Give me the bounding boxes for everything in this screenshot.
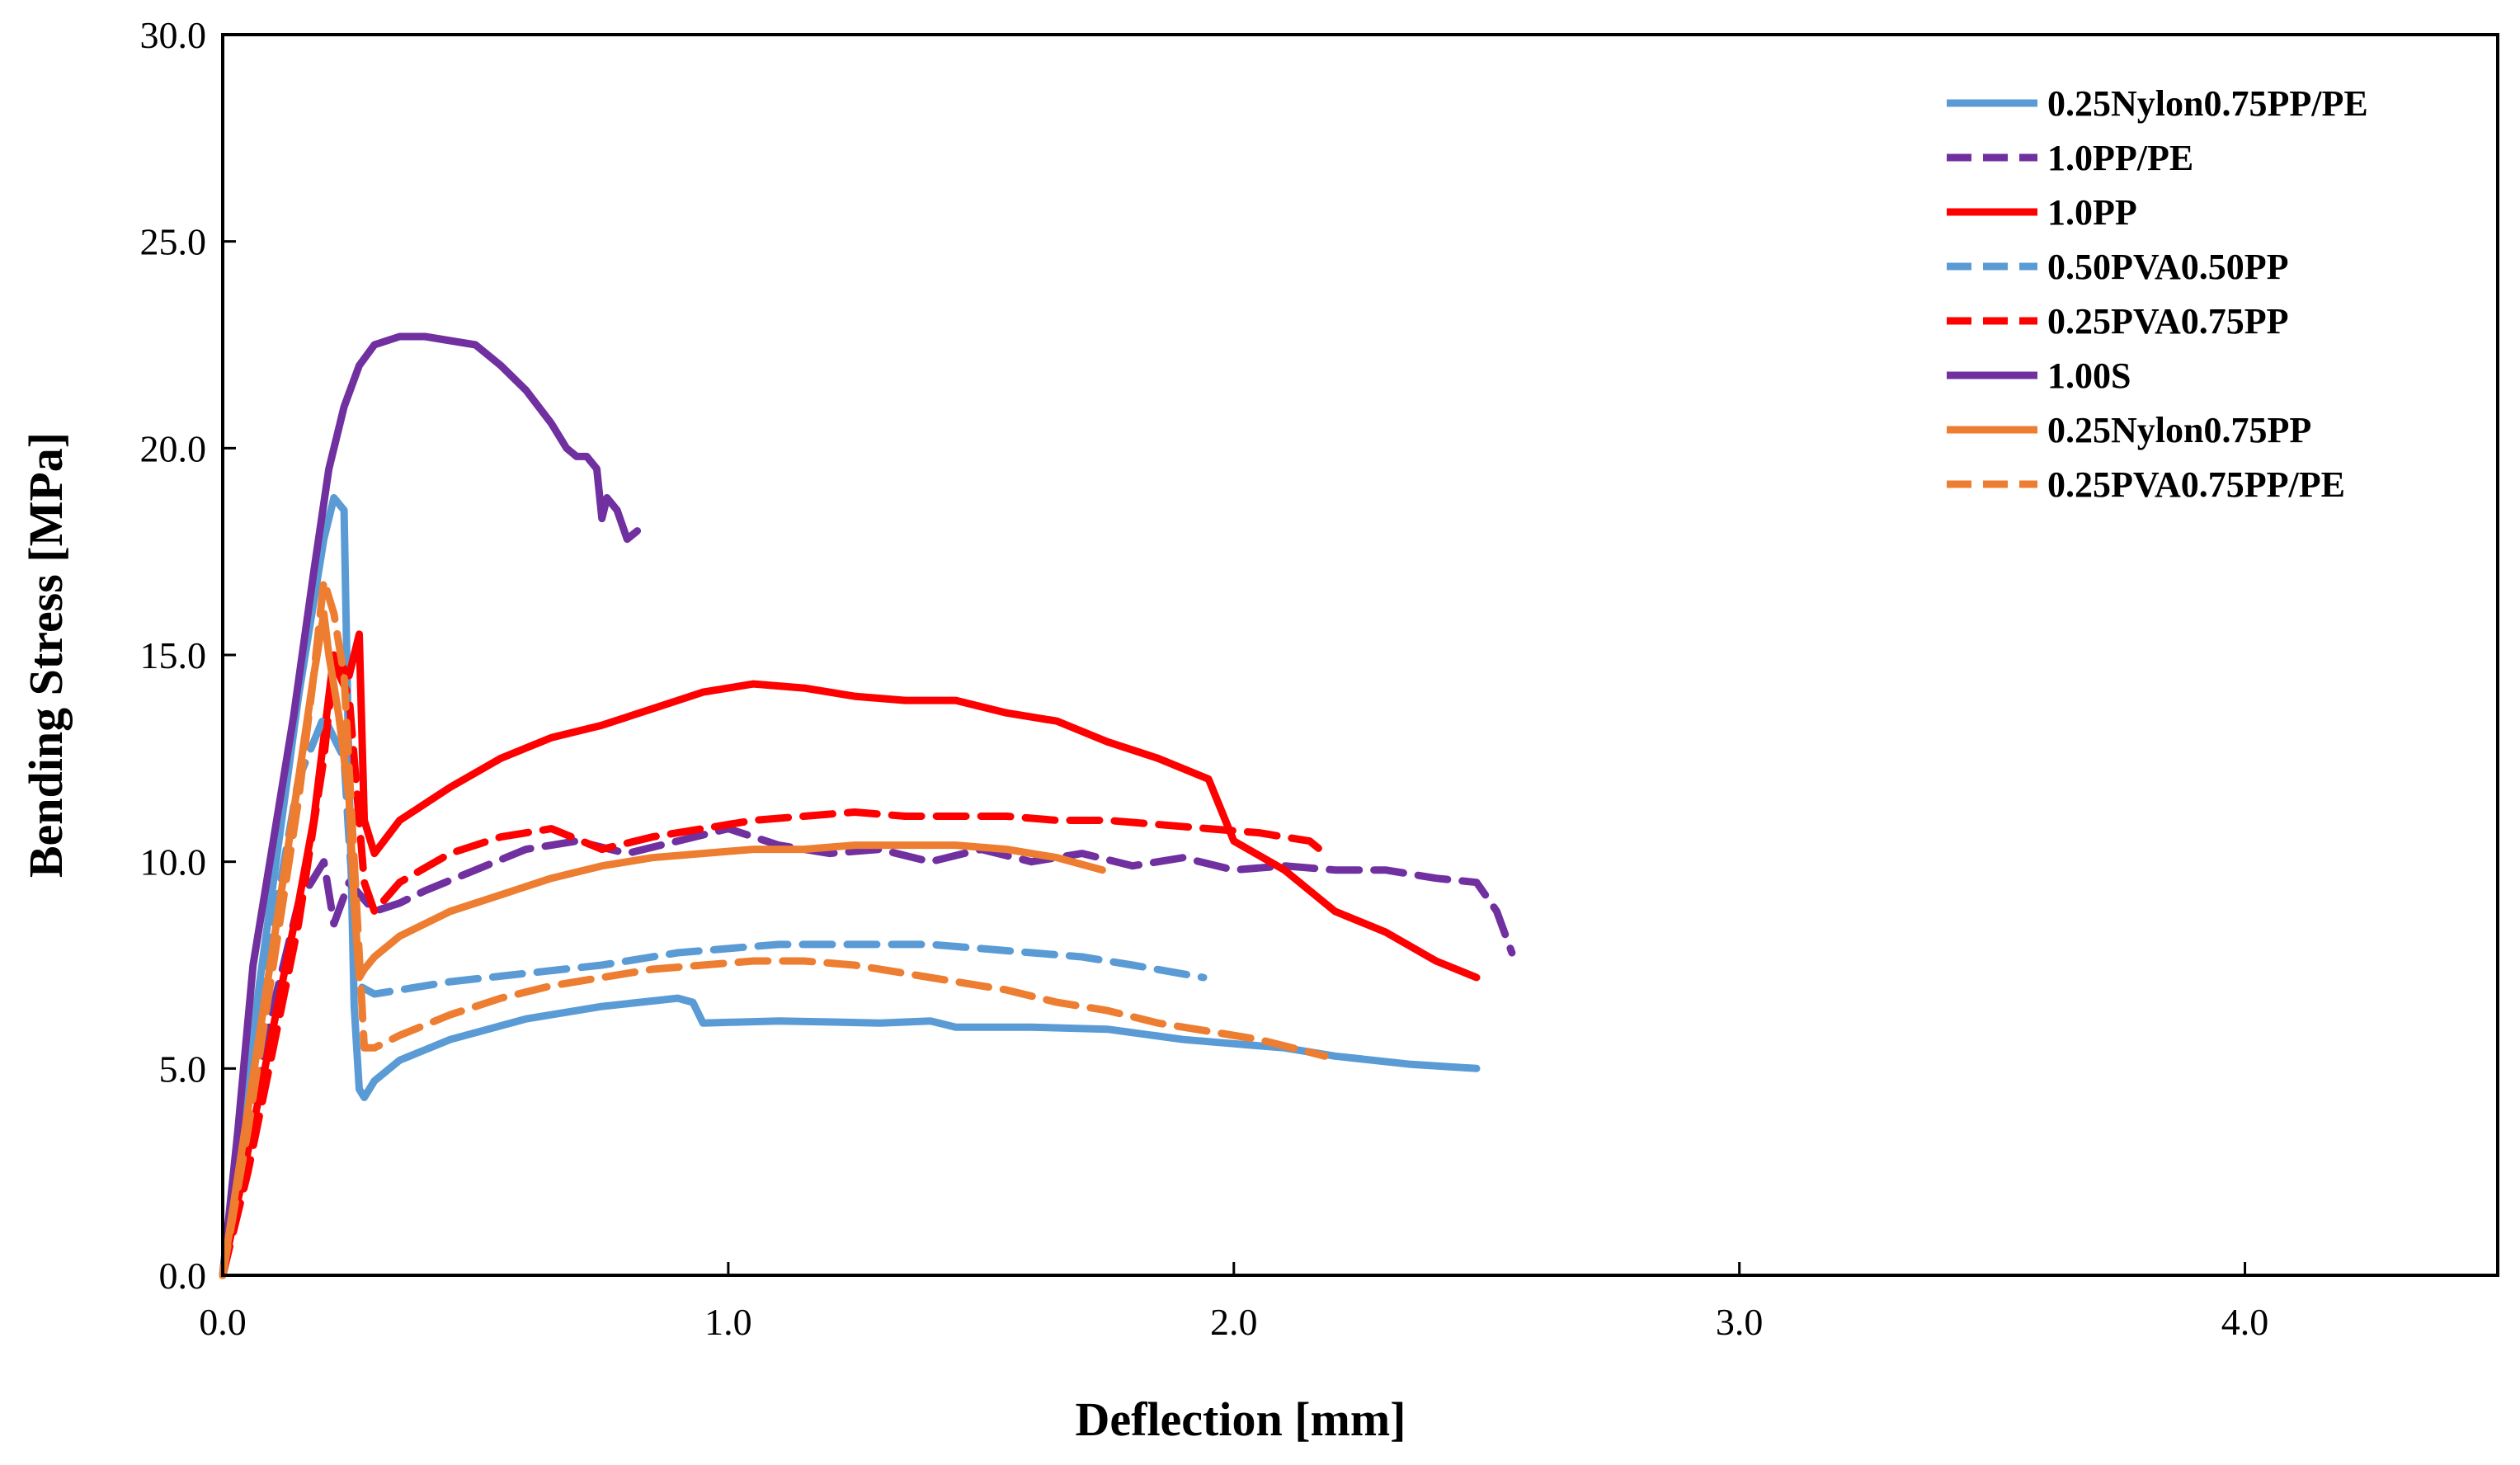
y-tick-label: 30.0 <box>140 14 207 56</box>
x-tick-label: 1.0 <box>704 1301 752 1343</box>
y-tick-label: 25.0 <box>140 221 207 263</box>
legend-label: 1.00S <box>2047 356 2131 396</box>
legend-label: 1.0PP/PE <box>2047 138 2193 178</box>
x-tick-label: 4.0 <box>2221 1301 2269 1343</box>
series-line-0-25nylon0-75pp-pe <box>219 494 1481 1279</box>
y-tick-label: 5.0 <box>159 1048 207 1090</box>
x-tick-label: 0.0 <box>199 1301 247 1343</box>
x-axis-title: Deflection [mm] <box>1076 1392 1406 1446</box>
legend-label: 1.0PP <box>2047 192 2137 233</box>
legend-label: 0.25Nylon0.75PP/PE <box>2047 83 2368 124</box>
legend: 0.25Nylon0.75PP/PE 1.0PP/PE 1.0PP 0.50PVA0.… <box>1947 83 2368 505</box>
legend-label: 0.25PVA0.75PP/PE <box>2047 464 2345 505</box>
y-tick-label: 20.0 <box>140 427 207 469</box>
legend-label: 0.25PVA0.75PP <box>2047 301 2289 342</box>
series-line-1-00s <box>219 332 642 1279</box>
legend-label: 0.50PVA0.50PP <box>2047 247 2289 287</box>
y-tick-label: 15.0 <box>140 634 207 676</box>
legend-label: 0.25Nylon0.75PP <box>2047 410 2311 450</box>
series-layer <box>219 332 1516 1279</box>
series-line-0-50pva0-50pp <box>219 713 1208 1279</box>
axis-layer: 0.0 1.0 2.0 3.0 4.0 0.0 5.0 10.0 15.0 20.0 25.0 30.… <box>140 14 2269 1343</box>
series-line-0-25pva0-75pp-pe <box>219 577 1329 1279</box>
x-tick-label: 2.0 <box>1210 1301 1258 1343</box>
x-tick-label: 3.0 <box>1716 1301 1764 1343</box>
y-tick-label: 0.0 <box>159 1255 207 1297</box>
series-line-0-25pva0-75pp <box>219 659 1329 1279</box>
y-axis-title: Bending Stress [MPa] <box>19 432 73 878</box>
y-tick-label: 10.0 <box>140 841 207 883</box>
series-line-1-0pp-pe <box>219 825 1516 1279</box>
